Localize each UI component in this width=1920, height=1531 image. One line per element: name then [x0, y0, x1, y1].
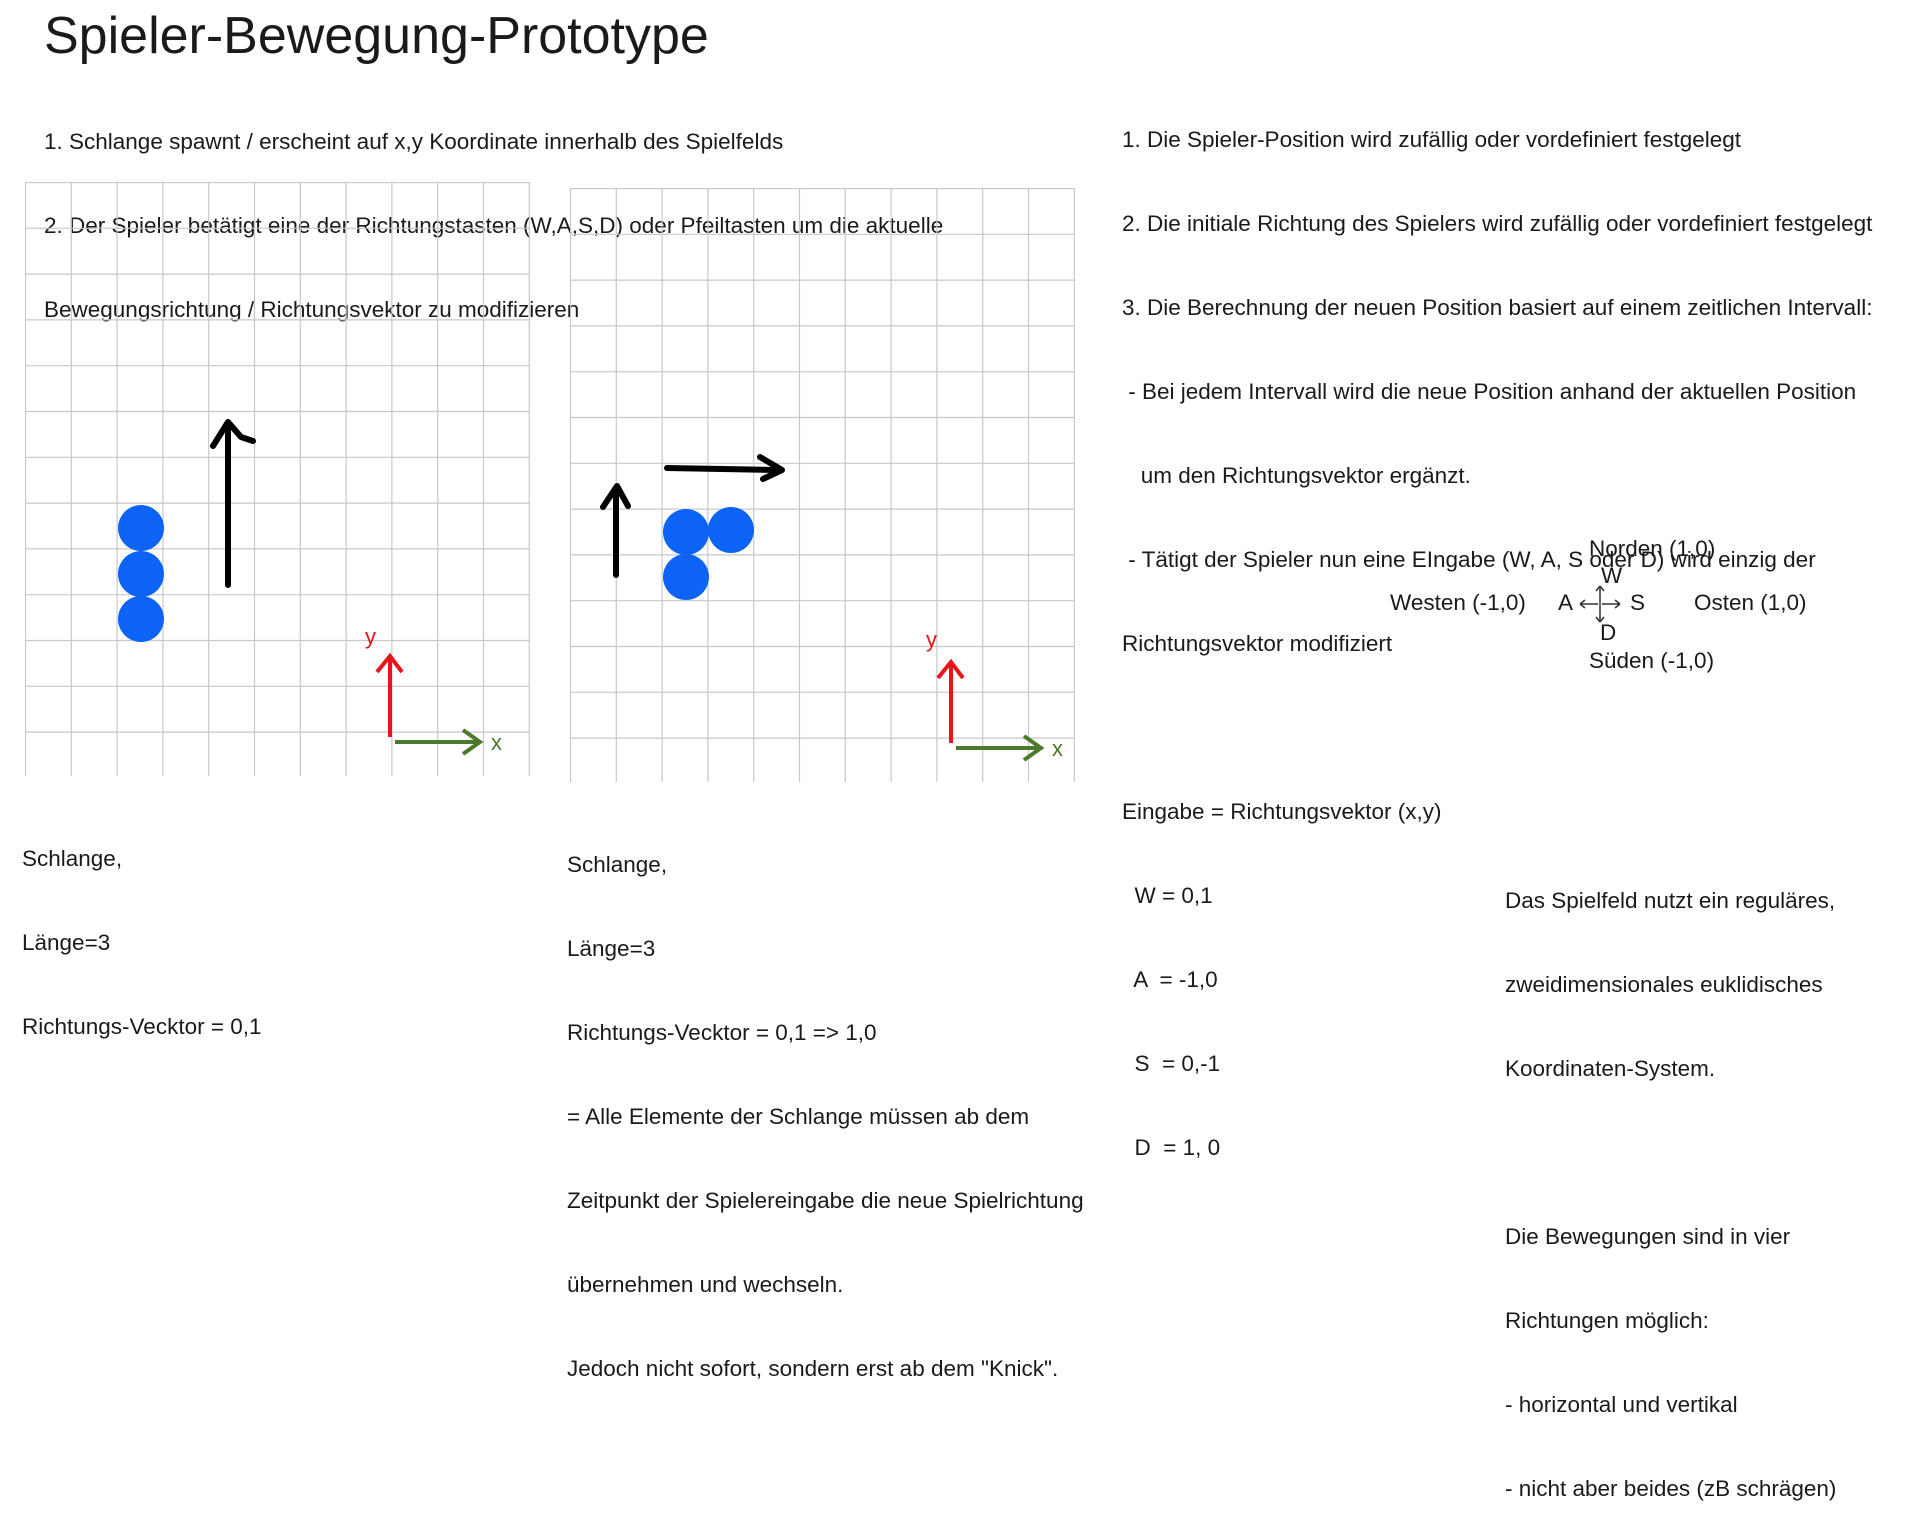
- direction-arrow-up: [600, 483, 631, 578]
- notes-line: [1505, 1139, 1836, 1167]
- notes-line: Die Bewegungen sind in vier: [1505, 1224, 1791, 1249]
- grid-left-panel: y x: [25, 182, 531, 778]
- axis-indicator: y x: [365, 624, 502, 756]
- page-title: Spieler-Bewegung-Prototype: [44, 7, 709, 65]
- caption-line: Schlange,: [567, 852, 668, 877]
- y-axis-label: y: [365, 624, 376, 649]
- notes-line: Das Spielfeld nutzt ein reguläres,: [1505, 888, 1836, 913]
- steps-line: Eingabe = Richtungsvektor (x,y): [1122, 799, 1442, 824]
- steps-text: 1. Die Spieler-Position wird zufällig od…: [1122, 70, 1872, 1190]
- snake-segment: [708, 507, 754, 553]
- y-axis-arrow: [936, 658, 965, 743]
- compass-arrows-icon: [1579, 585, 1621, 623]
- caption-line: Richtungs-Vecktor = 0,1: [22, 1014, 262, 1039]
- compass-north: Norden (1,0): [1589, 536, 1716, 561]
- steps-line: W = 0,1: [1122, 883, 1213, 908]
- caption-line: übernehmen und wechseln.: [567, 1272, 844, 1297]
- grid-mid: y x: [570, 188, 1075, 782]
- compass-diagram: Norden (1,0) W Westen (-1,0) A S Osten (…: [1390, 530, 1870, 680]
- x-axis-label: x: [491, 730, 502, 755]
- caption-line: = Alle Elemente der Schlange müssen ab d…: [567, 1104, 1030, 1129]
- grid-left-lines: [25, 182, 530, 776]
- compass-south: Süden (-1,0): [1589, 648, 1715, 673]
- x-axis-label: x: [1052, 736, 1063, 761]
- compass-key-w: W: [1601, 563, 1623, 588]
- steps-line: - Tätigt der Spieler nun eine EIngabe (W…: [1122, 547, 1816, 572]
- direction-arrow-right: [664, 454, 785, 482]
- steps-line: um den Richtungsvektor ergänzt.: [1122, 463, 1471, 488]
- snake-segment: [663, 509, 709, 555]
- grid-mid-lines: [570, 188, 1075, 782]
- snake-segment: [663, 554, 709, 600]
- snake-segment: [118, 596, 164, 642]
- caption-line: Länge=3: [567, 936, 656, 961]
- compass-key-a: A: [1558, 590, 1574, 615]
- steps-line: 2. Die initiale Richtung des Spielers wi…: [1122, 211, 1873, 236]
- caption-line: Schlange,: [22, 846, 123, 871]
- caption-line: Richtungs-Vecktor = 0,1 => 1,0: [567, 1020, 877, 1045]
- steps-line: - Bei jedem Intervall wird die neue Posi…: [1122, 379, 1857, 404]
- snake-segment: [118, 505, 164, 551]
- caption-line: Länge=3: [22, 930, 111, 955]
- notes-line: Richtungen möglich:: [1505, 1308, 1709, 1333]
- notes-text: Das Spielfeld nutzt ein reguläres, zweid…: [1505, 831, 1836, 1531]
- notes-line: zweidimensionales euklidisches: [1505, 972, 1823, 997]
- steps-line: 1. Die Spieler-Position wird zufällig od…: [1122, 127, 1742, 152]
- steps-line: S = 0,-1: [1122, 1051, 1221, 1076]
- caption-line: Jedoch nicht sofort, sondern erst ab dem…: [567, 1356, 1059, 1381]
- grid-mid-panel: y x: [570, 188, 1076, 784]
- steps-line: Richtungsvektor modifiziert: [1122, 631, 1393, 656]
- x-axis-arrow: [395, 728, 484, 756]
- axis-indicator: y x: [926, 627, 1063, 762]
- notes-line: - nicht aber beides (zB schrägen): [1505, 1476, 1837, 1501]
- x-axis-arrow: [956, 734, 1045, 762]
- notes-line: Koordinaten-System.: [1505, 1056, 1716, 1081]
- compass-key-d: D: [1600, 620, 1617, 645]
- y-axis-label: y: [926, 627, 937, 652]
- grid-left: y x: [25, 182, 530, 776]
- intro-line: 1. Schlange spawnt / erscheint auf x,y K…: [44, 129, 784, 154]
- compass-key-s: S: [1630, 590, 1646, 615]
- steps-line: 3. Die Berechnung der neuen Position bas…: [1122, 295, 1873, 320]
- y-axis-arrow: [375, 652, 404, 737]
- steps-line: A = -1,0: [1122, 967, 1218, 992]
- notes-line: - horizontal und vertikal: [1505, 1392, 1738, 1417]
- compass-west: Westen (-1,0): [1390, 590, 1526, 615]
- compass-east: Osten (1,0): [1694, 590, 1807, 615]
- steps-line: [1122, 714, 1872, 742]
- caption-mid: Schlange, Länge=3 Richtungs-Vecktor = 0,…: [567, 795, 1084, 1411]
- caption-line: Zeitpunkt der Spielereingabe die neue Sp…: [567, 1188, 1084, 1213]
- direction-arrow-up: [210, 419, 256, 588]
- caption-left: Schlange, Länge=3 Richtungs-Vecktor = 0,…: [22, 789, 262, 1069]
- snake-segment: [118, 551, 164, 597]
